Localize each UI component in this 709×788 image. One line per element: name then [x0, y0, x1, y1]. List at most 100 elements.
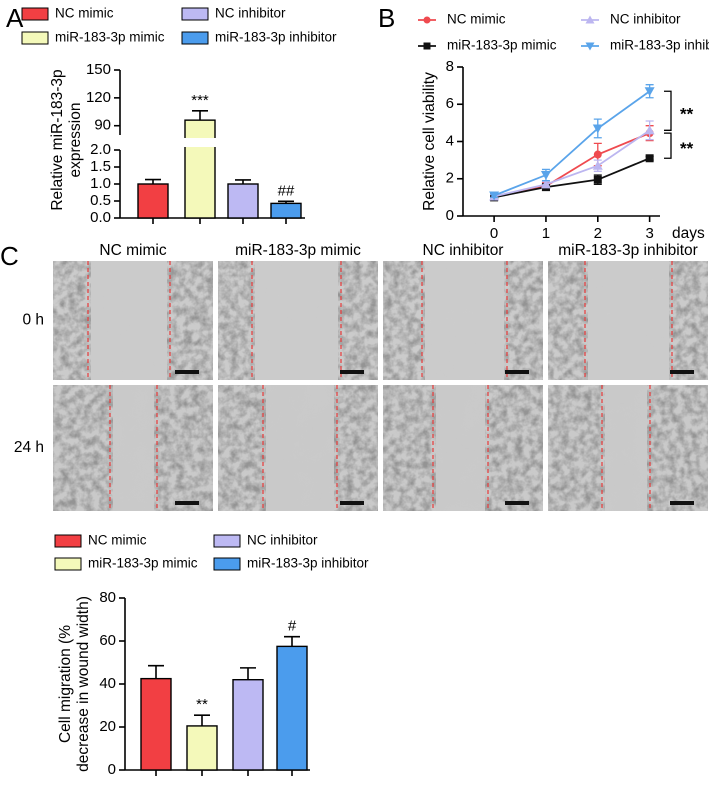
panel-label: B: [378, 3, 395, 33]
cell-region: [383, 261, 425, 380]
cell-region: [504, 261, 543, 380]
y-tick-label: 0.5: [90, 192, 111, 209]
bar: [270, 202, 302, 219]
series-line: [493, 132, 650, 198]
wound-image: [383, 385, 543, 511]
cell-region: [218, 261, 255, 380]
column-title: miR-183-3p mimic: [235, 242, 361, 259]
marker: [645, 154, 654, 163]
legend-swatch: [21, 7, 49, 21]
y-tick-label: 20: [99, 718, 116, 735]
error-bar: [148, 664, 164, 679]
column-title: miR-183-3p inhibitor: [558, 242, 698, 259]
wound-image: [383, 261, 543, 380]
y-tick-label: 60: [99, 632, 116, 649]
legend-label: miR-183-3p mimic: [55, 30, 165, 45]
cell-region: [485, 385, 543, 511]
bar: [137, 183, 169, 219]
x-tick-label: 1: [542, 225, 550, 242]
annotation: **: [680, 104, 694, 123]
error-bar: [240, 667, 256, 680]
legend-label: NC mimic: [55, 6, 114, 21]
y-tick-label: 6: [446, 95, 454, 112]
marker: [423, 42, 431, 50]
annotation: **: [196, 696, 208, 713]
y-tick-label: 90: [94, 117, 111, 134]
legend-swatch: [213, 534, 241, 548]
legend-swatch: [54, 557, 82, 571]
cell-region: [334, 385, 378, 511]
marker: [585, 42, 595, 51]
wound-image: [53, 261, 213, 380]
y-axis-label: Cell migration (%: [57, 625, 74, 743]
cell-region: [383, 385, 436, 511]
y-tick-label: 2.0: [90, 141, 111, 158]
legend-label: miR-183-3p mimic: [88, 556, 198, 571]
legend-label: NC inhibitor: [215, 6, 286, 21]
row-label: 0 h: [22, 312, 44, 329]
marker: [593, 150, 602, 159]
x-axis-label: days: [672, 225, 705, 242]
y-tick-label: 8: [446, 58, 454, 75]
scale-bar: [670, 501, 694, 505]
wound-image: [218, 385, 378, 511]
bracket: [664, 90, 672, 131]
legend-label: NC inhibitor: [610, 12, 681, 27]
column-title: NC mimic: [99, 242, 166, 259]
cell-region: [53, 385, 113, 511]
y-tick-label: 2: [446, 170, 454, 187]
wound-image: [548, 261, 708, 380]
panel-label: C: [0, 241, 19, 271]
bracket: [664, 132, 672, 159]
cell-region: [548, 385, 605, 511]
marker: [540, 179, 551, 189]
legend-swatch: [213, 557, 241, 571]
cell-region: [338, 261, 378, 380]
legend-label: NC mimic: [88, 533, 147, 548]
panel-label: A: [6, 3, 24, 33]
y-tick-label: 80: [99, 589, 116, 606]
bar: [227, 183, 259, 219]
legend-label: miR-183-3p inhibitor: [215, 30, 337, 45]
annotation: ***: [191, 92, 209, 109]
series-line: [493, 157, 650, 199]
bar: [232, 679, 264, 771]
series-line: [493, 90, 651, 197]
y-tick-label: 40: [99, 675, 116, 692]
scale-bar: [505, 370, 529, 374]
x-tick-label: 0: [490, 225, 498, 242]
y-tick-label: 0: [446, 207, 454, 224]
cell-region: [218, 385, 266, 511]
y-tick-label: 1.5: [90, 158, 111, 175]
annotation: #: [288, 618, 297, 635]
legend-swatch: [181, 31, 209, 45]
cell-region: [548, 261, 588, 380]
legend-swatch: [181, 7, 209, 21]
axis-break: [183, 138, 217, 147]
cell-region: [647, 385, 708, 511]
legend-label: miR-183-3p inhibitor: [610, 38, 709, 53]
cell-region: [53, 261, 91, 380]
y-tick-label: 0.0: [90, 209, 111, 226]
annotation: ##: [278, 182, 295, 199]
cell-region: [154, 385, 213, 511]
scale-bar: [340, 501, 364, 505]
error-bar: [192, 110, 208, 121]
legend-label: NC inhibitor: [247, 533, 318, 548]
bar: [186, 725, 218, 771]
annotation: **: [680, 139, 694, 158]
legend-swatch: [21, 31, 49, 45]
series-line: [493, 129, 651, 198]
y-tick-label: 1.0: [90, 175, 111, 192]
marker: [592, 160, 603, 170]
y-axis-label: expression: [67, 103, 84, 178]
error-bar: [145, 178, 161, 184]
y-tick-label: 4: [446, 132, 454, 149]
legend-swatch: [54, 534, 82, 548]
marker: [592, 124, 603, 134]
scale-bar: [505, 501, 529, 505]
error-bar: [235, 179, 251, 184]
wound-image: [218, 261, 378, 380]
error-bar: [284, 635, 300, 647]
